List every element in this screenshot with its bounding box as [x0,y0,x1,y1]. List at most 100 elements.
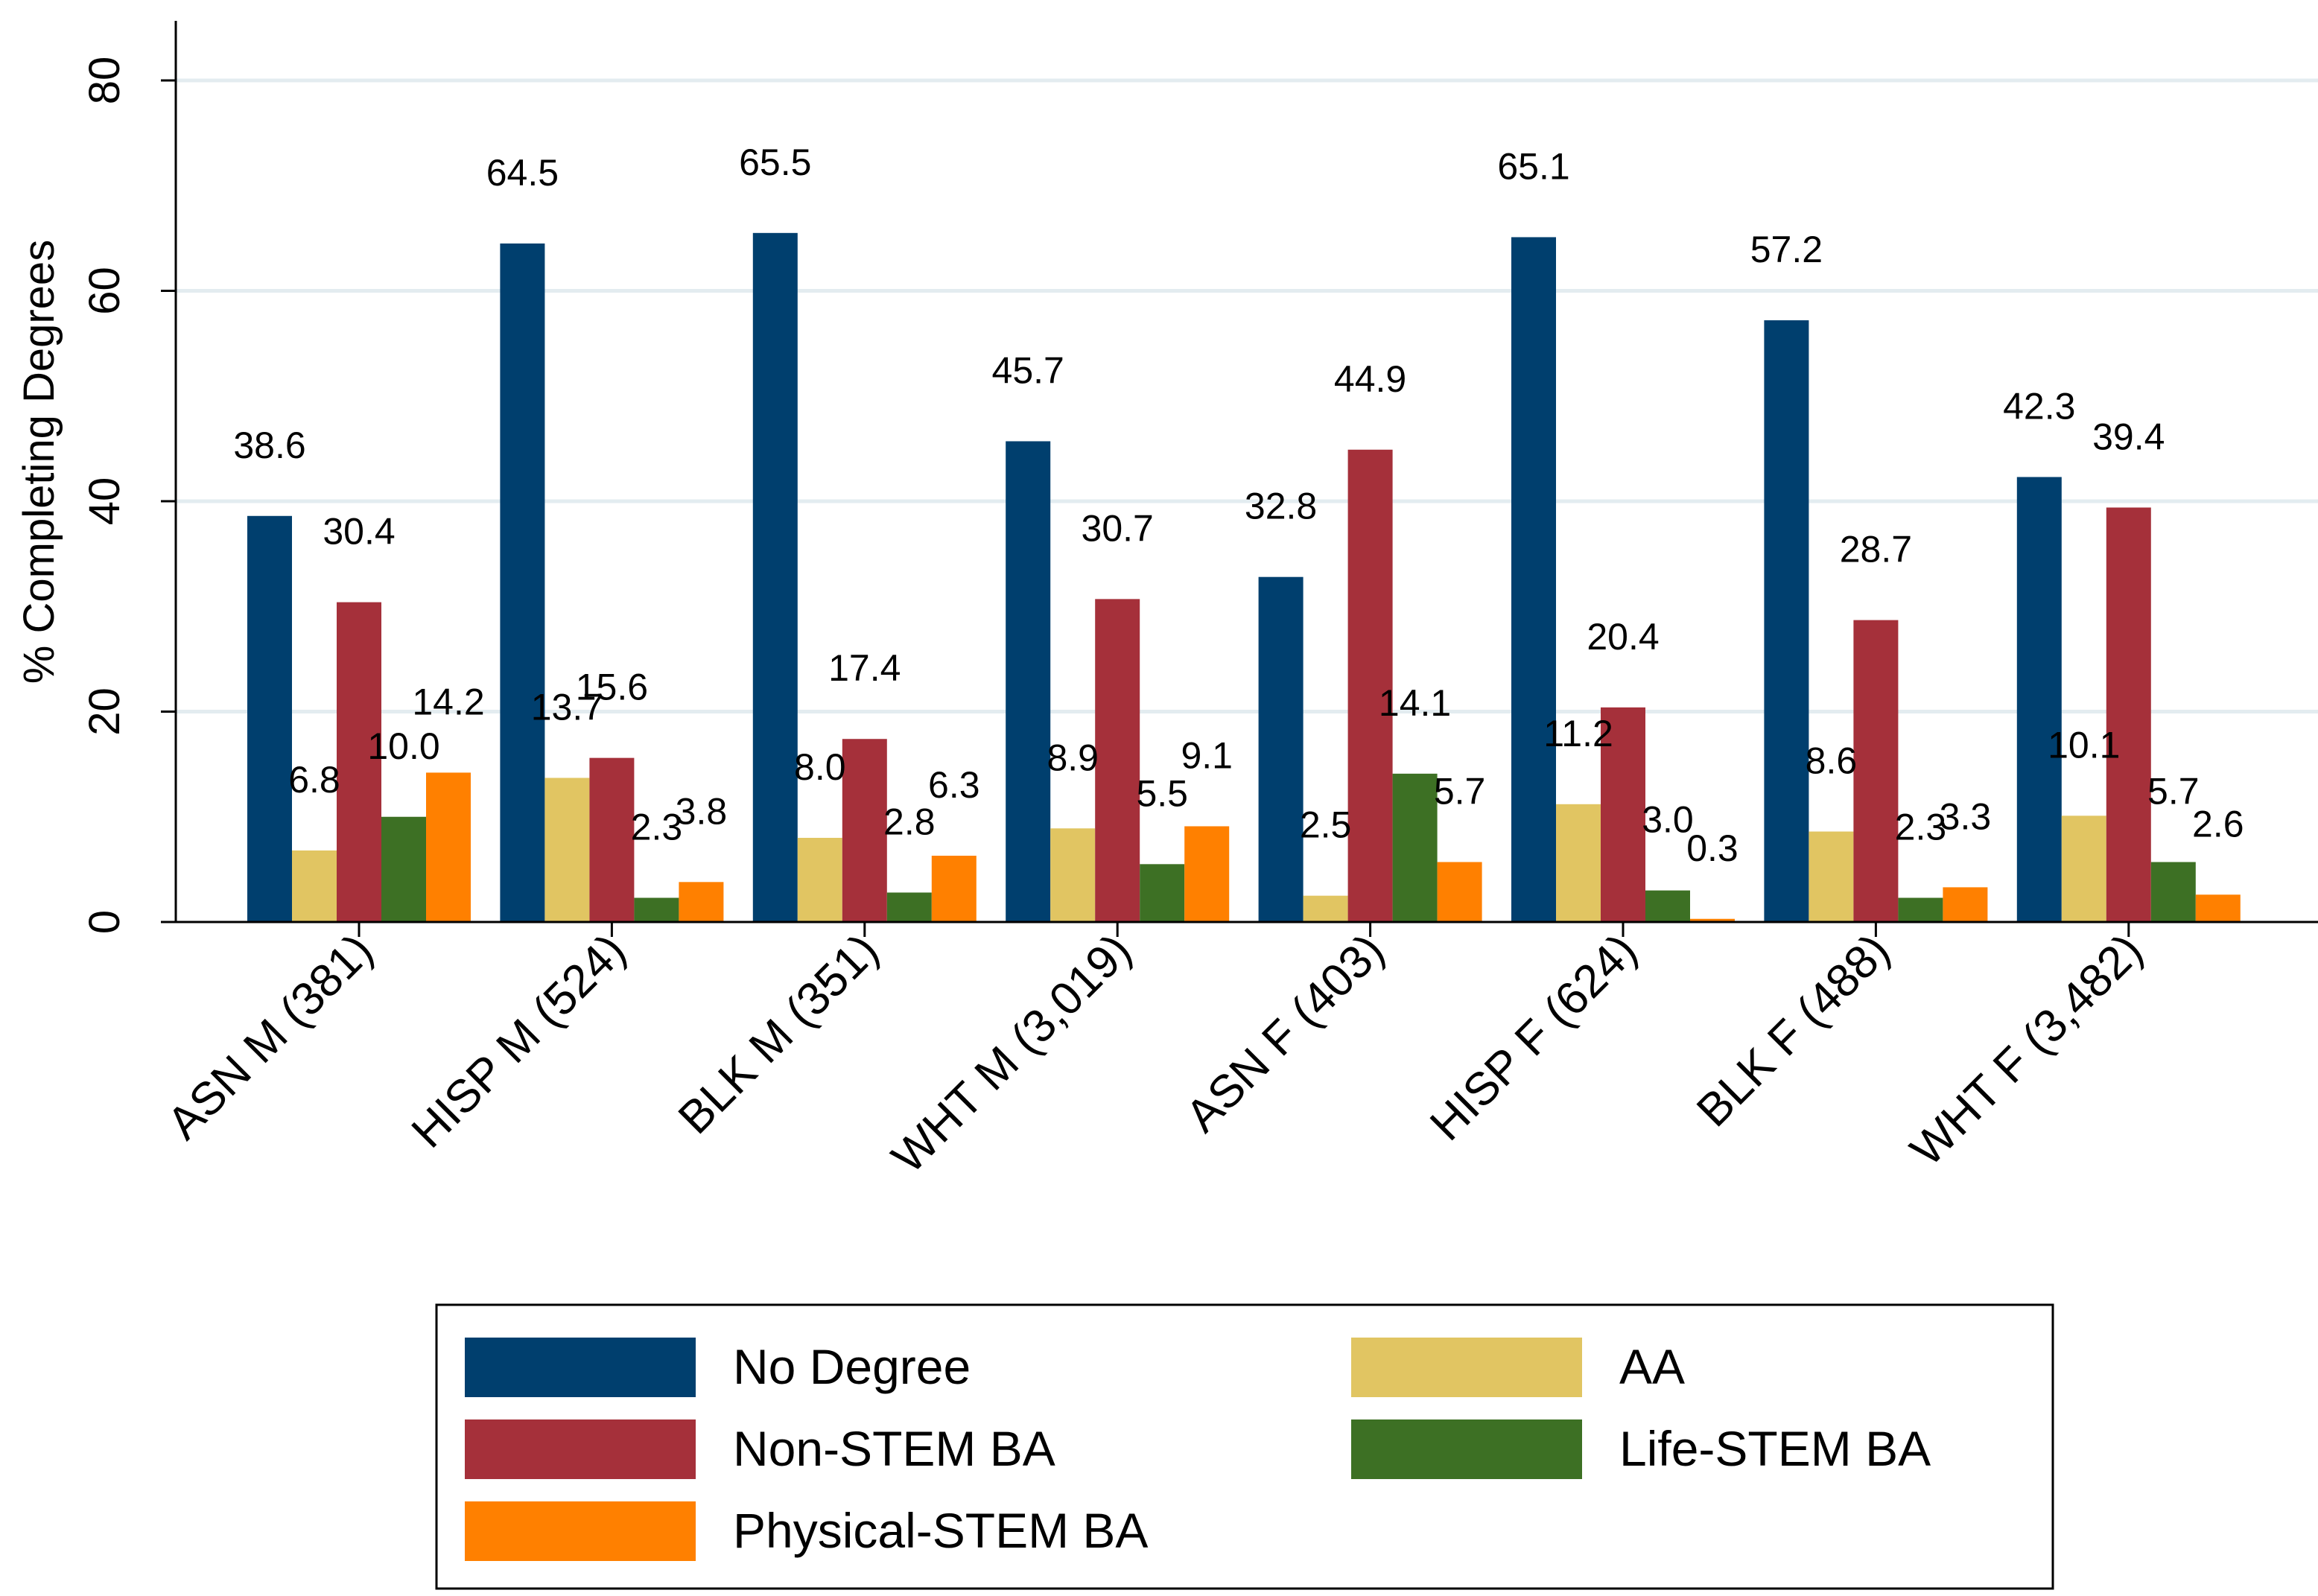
data-label: 65.1 [1497,145,1569,187]
bar-no-degree-7 [1764,320,1809,922]
data-label: 28.7 [1840,529,1912,570]
bar-no-degree-8 [2016,477,2062,922]
bar-aa-7 [1809,831,1854,922]
data-label: 14.1 [1379,682,1451,724]
y-tick-label-0: 0 [80,910,129,934]
bar-non-stem-ba-2 [589,757,635,922]
data-label: 2.8 [883,801,936,842]
data-label: 39.4 [2092,416,2165,457]
bar-life-stem-ba-1 [381,816,426,922]
bar-labels: 38.66.830.410.014.264.513.715.62.33.865.… [233,142,2244,869]
bar-no-degree-4 [1006,441,1051,922]
data-label: 44.9 [1334,358,1406,400]
data-label: 8.9 [1047,737,1099,778]
bar-physical-stem-ba-8 [2195,894,2241,922]
legend-label-aa: AA [1619,1339,1685,1394]
data-label: 2.5 [1300,804,1352,846]
bar-aa-3 [797,838,842,922]
bar-no-degree-5 [1258,576,1304,922]
y-tick-label-40: 40 [80,477,129,526]
legend-swatch-non-stem-ba [465,1419,696,1479]
bar-no-degree-3 [752,232,798,922]
data-label: 10.0 [367,725,439,767]
data-label: 65.5 [739,142,811,183]
data-label: 2.3 [1895,807,1947,848]
legend-label-no-degree: No Degree [733,1339,971,1394]
legend-swatch-aa [1351,1338,1582,1397]
legend-label-life-stem-ba: Life-STEM BA [1619,1421,1931,1476]
bar-aa-5 [1303,895,1348,922]
data-label: 57.2 [1750,229,1823,270]
legend-swatch-no-degree [465,1338,696,1397]
bar-physical-stem-ba-4 [1184,826,1230,922]
legend-swatch-life-stem-ba [1351,1419,1582,1479]
data-label: 30.4 [323,511,395,553]
data-label: 3.3 [1940,795,1992,837]
data-label: 6.8 [288,759,340,801]
y-tick-label-20: 20 [80,687,129,736]
data-label: 9.1 [1181,734,1233,776]
bar-life-stem-ba-8 [2150,862,2196,922]
legend-label-physical-stem-ba: Physical-STEM BA [733,1503,1148,1558]
bar-aa-4 [1050,828,1096,922]
data-label: 64.5 [486,152,559,194]
bar-life-stem-ba-4 [1140,864,1185,922]
legend: No Degree AA Non-STEM BA Life-STEM BA Physic… [435,1303,2054,1590]
bar-non-stem-ba-6 [1601,707,1645,922]
data-label: 3.0 [1642,799,1694,841]
y-tick-label-80: 80 [80,57,129,105]
axes [174,21,2318,923]
legend-box [435,1303,2054,1590]
data-label: 2.6 [2192,803,2244,845]
bar-physical-stem-ba-3 [931,856,977,922]
data-label: 32.8 [1245,486,1317,527]
bar-no-degree-2 [500,243,545,922]
bar-non-stem-ba-7 [1853,620,1899,922]
data-label: 20.4 [1587,616,1659,658]
legend-label-non-stem-ba: Non-STEM BA [733,1421,1055,1476]
y-tick-label-60: 60 [80,267,129,315]
y-axis-title: % Completing Degrees [15,240,63,684]
bar-aa-8 [2061,816,2106,922]
bar-physical-stem-ba-5 [1437,862,1482,922]
bar-aa-2 [544,778,590,922]
bar-aa-1 [292,850,337,922]
bar-physical-stem-ba-2 [679,882,724,922]
bar-life-stem-ba-7 [1898,897,1943,922]
bar-non-stem-ba-8 [2106,507,2151,922]
data-label: 45.7 [992,349,1064,391]
data-label: 42.3 [2003,386,2075,427]
bar-life-stem-ba-3 [886,892,932,922]
data-label: 8.6 [1806,740,1858,782]
data-label: 0.3 [1686,827,1738,869]
bar-no-degree-6 [1511,237,1556,922]
bar-no-degree-1 [247,515,292,922]
y-axis-ticks: 0 20 40 60 80 [80,57,176,934]
data-label: 11.2 [1543,713,1613,754]
bar-non-stem-ba-1 [337,602,381,922]
data-label: 38.6 [233,425,305,466]
data-label: 5.7 [1434,770,1486,812]
bar-life-stem-ba-5 [1392,773,1438,922]
bar-non-stem-ba-4 [1095,599,1140,922]
bar-physical-stem-ba-1 [426,772,471,922]
data-label: 10.1 [2048,724,2120,766]
data-label: 15.6 [576,667,648,708]
bar-physical-stem-ba-6 [1690,918,1735,922]
bar-life-stem-ba-2 [634,897,679,922]
data-label: 14.2 [412,681,484,722]
bars [247,232,2241,922]
bar-life-stem-ba-6 [1645,890,1690,922]
legend-swatch-physical-stem-ba [465,1501,696,1561]
bar-non-stem-ba-5 [1347,449,1393,922]
data-label: 8.0 [794,746,846,788]
data-label: 6.3 [928,764,980,806]
data-label: 2.3 [631,807,683,848]
data-label: 5.5 [1136,772,1188,814]
data-label: 17.4 [828,647,901,689]
data-label: 30.7 [1082,507,1154,549]
bar-aa-6 [1556,804,1601,922]
bar-physical-stem-ba-7 [1943,887,1988,922]
bar-non-stem-ba-3 [842,739,887,922]
